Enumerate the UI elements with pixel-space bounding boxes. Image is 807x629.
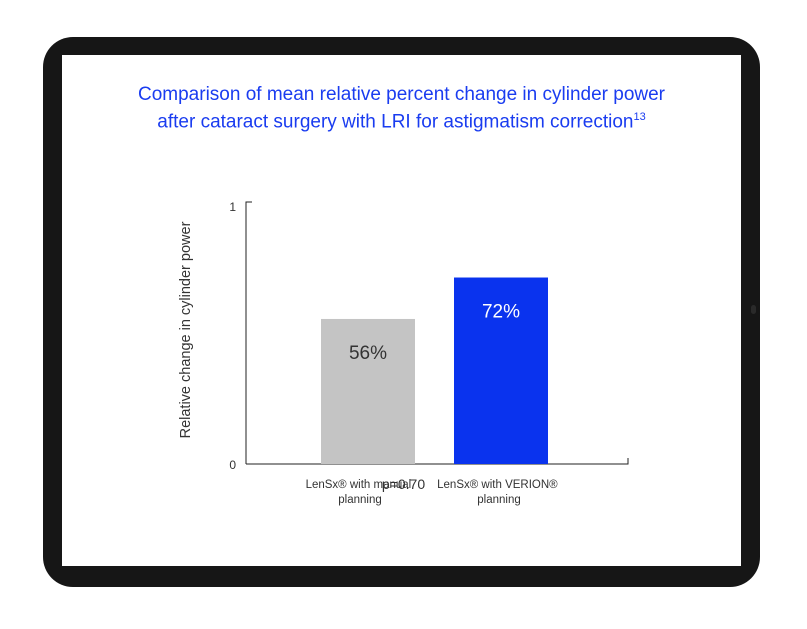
p-value-note: p=0.70	[381, 476, 426, 492]
y-tick-label-0: 0	[229, 458, 236, 472]
bar-value-label-manual: 56%	[349, 343, 387, 364]
chart-title-line1: Comparison of mean relative percent chan…	[138, 84, 665, 105]
tablet-screen: Comparison of mean relative percent chan…	[62, 55, 741, 566]
x-category-label-manual: LenSx® with manual planning	[306, 479, 415, 506]
y-axis-line	[245, 201, 252, 464]
x-category-label-verion-line2: planning	[477, 494, 520, 506]
x-category-label-verion: LenSx® with VERION® planning	[437, 479, 561, 506]
x-category-label-manual-line2: planning	[338, 494, 381, 506]
x-category-label-verion-line1: LenSx® with VERION®	[437, 479, 558, 491]
chart-title-line2: after cataract surgery with LRI for asti…	[62, 106, 741, 133]
x-category-label-manual-line1: LenSx® with manual	[306, 479, 412, 491]
bar-manual-planning	[321, 318, 415, 464]
y-axis-label: Relative change in cylinder power	[178, 221, 194, 438]
bar-verion-planning	[454, 277, 548, 464]
y-tick-label-1: 1	[229, 200, 236, 214]
x-axis-line	[246, 458, 629, 465]
chart-title-reference: 13	[633, 111, 646, 123]
chart-title: Comparison of mean relative percent chan…	[62, 83, 741, 133]
tablet-side-button	[751, 305, 756, 314]
bar-value-label-verion: 72%	[482, 302, 520, 323]
chart-title-line2-text: after cataract surgery with LRI for asti…	[157, 111, 634, 133]
